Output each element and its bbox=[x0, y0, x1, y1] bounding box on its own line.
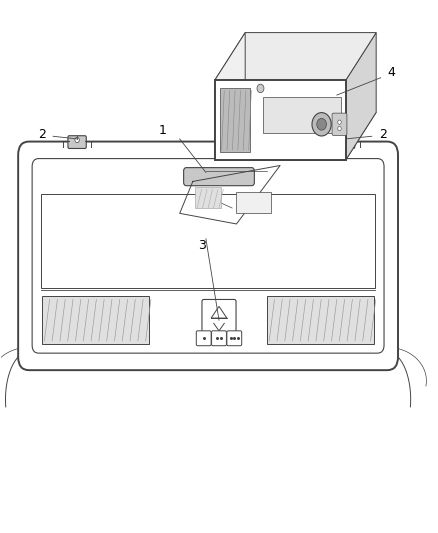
FancyBboxPatch shape bbox=[227, 331, 242, 346]
FancyBboxPatch shape bbox=[68, 136, 86, 149]
FancyBboxPatch shape bbox=[184, 167, 254, 185]
Text: 1: 1 bbox=[158, 124, 166, 138]
Polygon shape bbox=[215, 33, 376, 80]
Polygon shape bbox=[215, 112, 376, 160]
Bar bbox=[267, 296, 374, 344]
FancyBboxPatch shape bbox=[202, 300, 236, 341]
Text: 4: 4 bbox=[388, 66, 396, 79]
Bar bbox=[42, 296, 149, 344]
FancyBboxPatch shape bbox=[332, 113, 347, 135]
FancyBboxPatch shape bbox=[336, 136, 355, 149]
FancyBboxPatch shape bbox=[196, 331, 211, 346]
FancyBboxPatch shape bbox=[212, 331, 226, 346]
Text: 2: 2 bbox=[379, 128, 387, 141]
Polygon shape bbox=[215, 33, 245, 160]
Circle shape bbox=[317, 118, 326, 130]
FancyBboxPatch shape bbox=[32, 159, 384, 353]
Circle shape bbox=[343, 138, 348, 143]
Polygon shape bbox=[346, 33, 376, 160]
FancyBboxPatch shape bbox=[18, 142, 398, 370]
Bar bbox=[237, 192, 272, 213]
Circle shape bbox=[338, 126, 341, 131]
Bar bbox=[220, 88, 251, 152]
Text: 2: 2 bbox=[38, 128, 46, 141]
Bar bbox=[195, 187, 221, 208]
Polygon shape bbox=[211, 306, 227, 318]
Text: 3: 3 bbox=[198, 239, 205, 252]
Bar bbox=[263, 97, 341, 133]
Bar bbox=[41, 194, 375, 288]
Circle shape bbox=[257, 84, 264, 93]
Circle shape bbox=[75, 138, 79, 143]
Circle shape bbox=[312, 112, 331, 136]
Polygon shape bbox=[215, 80, 346, 160]
Circle shape bbox=[338, 120, 341, 124]
